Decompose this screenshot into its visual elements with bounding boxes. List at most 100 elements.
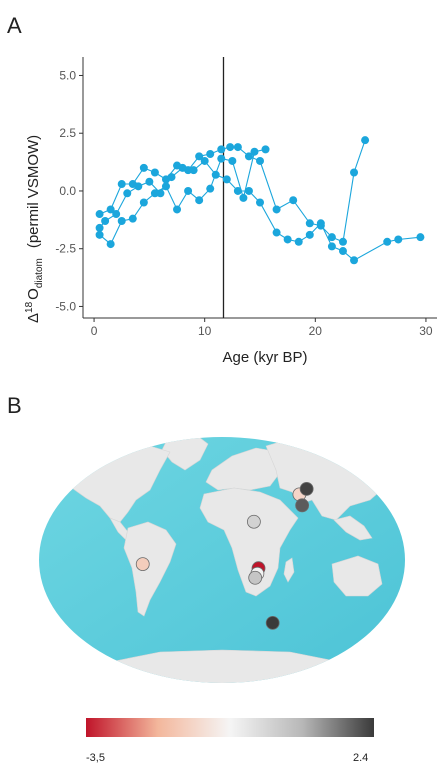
data-point	[200, 156, 209, 165]
y-axis-title-base: O	[25, 288, 42, 300]
australia	[331, 555, 383, 597]
x-tick-label: 0	[91, 324, 98, 338]
data-point	[206, 150, 215, 159]
data-point	[150, 189, 159, 198]
data-point	[145, 177, 154, 186]
data-point	[383, 237, 392, 246]
data-point	[195, 152, 204, 161]
colorbar-gradient	[86, 718, 374, 737]
data-point	[123, 189, 132, 198]
data-point	[178, 163, 187, 172]
colorbar-min-label: -3,5	[86, 752, 105, 764]
data-point	[167, 173, 176, 182]
panel-a-label: A	[7, 13, 22, 38]
data-point	[95, 230, 104, 239]
y-tick-label: -5.0	[55, 299, 76, 313]
data-point	[184, 186, 193, 195]
data-point	[95, 223, 104, 232]
x-tick-label: 30	[419, 324, 433, 338]
data-point	[338, 247, 347, 256]
data-point	[272, 228, 281, 237]
world-map	[39, 437, 405, 683]
series-line-1	[99, 140, 366, 243]
data-point	[106, 205, 115, 214]
data-point	[327, 242, 336, 251]
chart-a-series	[95, 136, 425, 265]
x-axis-title: Age (kyr BP)	[222, 349, 307, 366]
data-point	[244, 186, 253, 195]
site-marker	[265, 615, 280, 630]
data-point	[327, 233, 336, 242]
data-point	[233, 186, 242, 195]
data-point	[256, 156, 264, 165]
site-marker	[135, 557, 150, 571]
y-tick-label: 5.0	[59, 68, 76, 82]
site-marker	[248, 570, 263, 585]
colorbar-max-label: 2.4	[353, 752, 368, 764]
data-point	[217, 145, 226, 154]
y-axis-title-delta: Δ	[25, 313, 42, 323]
y-tick-label: 0.0	[59, 184, 76, 198]
data-point	[139, 163, 148, 172]
data-point	[112, 210, 121, 219]
data-point	[117, 216, 126, 225]
chart-a-axes: 5.0 2.5 0.0 -2.5 -5.0 0 10 20 30	[55, 57, 437, 338]
data-point	[226, 143, 235, 152]
y-axis-title-sup: 18	[24, 301, 35, 313]
data-point	[95, 210, 104, 219]
data-point	[206, 184, 215, 193]
data-point	[228, 156, 237, 165]
southeast-asia	[333, 515, 373, 541]
data-point	[189, 166, 198, 175]
y-tick-label: 2.5	[59, 126, 76, 140]
y-tick-label: -2.5	[55, 242, 76, 256]
africa	[199, 487, 299, 597]
data-point	[233, 143, 242, 152]
data-point	[416, 233, 425, 242]
data-point	[139, 198, 148, 207]
data-point	[294, 237, 303, 246]
europe	[205, 447, 283, 491]
data-point	[338, 237, 347, 246]
data-point	[239, 193, 248, 202]
data-point	[394, 235, 403, 244]
data-point	[106, 240, 115, 249]
data-point	[305, 219, 314, 228]
south-america	[123, 521, 177, 617]
site-marker	[246, 514, 261, 529]
data-point	[101, 216, 110, 225]
panel-b-label: B	[7, 393, 22, 418]
data-point	[222, 175, 231, 184]
data-point	[173, 205, 182, 214]
data-point	[361, 136, 370, 145]
chart-a: 5.0 2.5 0.0 -2.5 -5.0 0 10 20 30 Δ18Odiatom (perm…	[24, 57, 437, 366]
data-point	[261, 145, 270, 154]
data-point	[305, 230, 314, 239]
data-point	[134, 182, 143, 191]
data-point	[350, 168, 359, 177]
data-point	[316, 219, 325, 228]
data-point	[161, 182, 170, 191]
data-point	[117, 180, 126, 189]
data-point	[350, 256, 359, 265]
y-axis-title-sub: diatom	[34, 258, 45, 288]
site-marker	[295, 498, 310, 513]
y-axis-title: Δ18Odiatom (permil VSMOW)	[24, 135, 45, 323]
x-tick-label: 20	[309, 324, 323, 338]
data-point	[217, 154, 226, 163]
colorbar: -3,5 2.4	[86, 718, 374, 764]
data-point	[150, 168, 159, 177]
data-point	[272, 205, 281, 214]
data-point	[128, 214, 137, 223]
madagascar	[283, 557, 295, 583]
data-point	[289, 196, 298, 205]
data-point	[283, 235, 292, 244]
data-point	[256, 198, 264, 207]
data-point	[244, 152, 253, 161]
series-line-3	[99, 148, 266, 245]
data-point	[195, 196, 204, 205]
series-line-2	[99, 160, 421, 261]
map-sites	[135, 482, 314, 630]
site-marker	[299, 482, 314, 496]
